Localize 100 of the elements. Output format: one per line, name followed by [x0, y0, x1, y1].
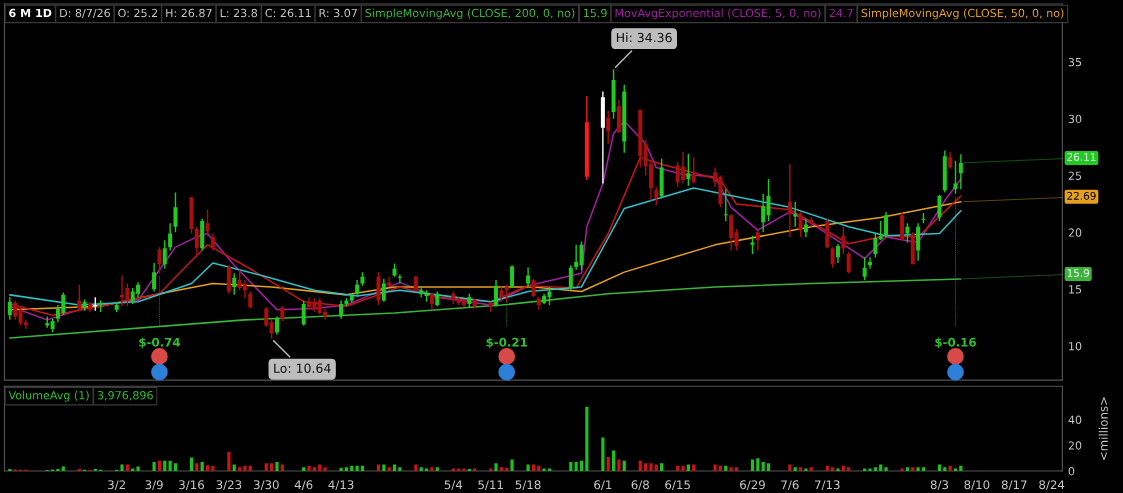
bar: [825, 465, 829, 472]
bar: [264, 463, 268, 472]
text: SimpleMovingAvg (CLOSE, 200, 0, no): [365, 8, 575, 20]
annotation: 15.9: [1067, 269, 1090, 277]
bar: [953, 468, 958, 472]
bar: [943, 467, 947, 472]
bar: [344, 467, 349, 472]
bar: [660, 463, 664, 472]
bar: [724, 465, 728, 472]
x-tick-label: 5/18: [515, 480, 541, 491]
bar: [836, 468, 840, 472]
candlestick: [579, 240, 584, 271]
bar: [189, 457, 194, 472]
x-tick-label: 7/13: [814, 480, 840, 491]
candlestick: [526, 266, 531, 288]
x-tick-label: 3/23: [216, 480, 242, 491]
bar: [948, 465, 952, 472]
bar: [644, 463, 648, 472]
bar: [585, 406, 589, 472]
bar: [350, 465, 354, 472]
x-tick-label: 6/29: [740, 480, 765, 491]
candlestick: [787, 163, 792, 238]
bar: [462, 468, 466, 472]
chart-title: 6 M 1D: [9, 8, 52, 18]
annotation: D: 8/7/26: [60, 8, 111, 19]
bar: [761, 462, 765, 472]
annotation: 3,976,896: [97, 391, 153, 401]
candlestick: [568, 264, 573, 292]
annotation: 15.9: [583, 8, 607, 18]
candlestick: [691, 156, 696, 185]
bar: [152, 462, 156, 472]
candlestick: [152, 262, 157, 293]
bar: [195, 463, 199, 472]
candlestick: [862, 256, 867, 281]
bar: [526, 464, 530, 472]
bar: [505, 467, 509, 472]
y-tick-label: 20: [1068, 441, 1082, 450]
bar: [868, 468, 872, 472]
bar: [638, 460, 642, 472]
annotation: $-0.74: [139, 337, 181, 349]
candlestick: [274, 315, 279, 336]
bar: [959, 465, 963, 472]
bar: [547, 468, 552, 472]
text: SimpleMovingAvg (CLOSE, 50, 0, no): [861, 8, 1064, 20]
bar: [120, 464, 124, 472]
bar: [451, 468, 455, 472]
bar: [499, 467, 503, 472]
candlestick: [205, 208, 210, 237]
annotation: C: 26.11: [265, 8, 311, 18]
bar: [131, 468, 135, 472]
bar: [398, 467, 402, 472]
bar: [574, 462, 578, 472]
text: MovAvgExponential (CLOSE, 5, 0, no): [615, 8, 821, 20]
candlestick: [937, 194, 942, 222]
candlestick: [884, 211, 889, 238]
bar: [473, 468, 477, 472]
x-tick-label: 8/24: [1039, 480, 1065, 491]
candlestick: [729, 213, 734, 252]
x-tick-label: 6/15: [665, 480, 690, 491]
bar: [323, 467, 327, 472]
candlestick: [916, 222, 921, 262]
y-tick-label: 0: [1068, 466, 1075, 476]
bar: [205, 465, 210, 472]
bar: [494, 463, 498, 472]
bar: [419, 467, 423, 472]
bar: [510, 459, 514, 472]
x-tick-label: 4/6: [294, 480, 313, 491]
x-tick-label: 5/11: [478, 480, 503, 491]
bar: [489, 468, 493, 472]
candlestick: [232, 272, 237, 296]
bar: [611, 450, 616, 472]
candlestick: [494, 279, 499, 307]
bar: [173, 463, 178, 472]
bar: [766, 463, 771, 472]
x-tick-label: 6/1: [594, 480, 612, 491]
candlestick: [264, 306, 269, 328]
candlestick: [574, 244, 579, 271]
x-tick-label: 3/9: [145, 480, 163, 491]
x-tick-label: 3/16: [179, 480, 204, 491]
bar: [136, 466, 140, 472]
candlestick: [846, 250, 851, 274]
bar: [360, 465, 365, 472]
bar: [681, 465, 685, 472]
candlestick: [900, 212, 905, 242]
bar: [718, 465, 723, 472]
bar: [430, 467, 434, 472]
annotation: R: 3.07: [319, 8, 357, 18]
x-tick-label: 8/17: [1001, 480, 1027, 491]
x-tick-label: 8/3: [930, 480, 949, 491]
x-tick-label: 7/6: [781, 480, 799, 491]
candlestick: [835, 243, 840, 264]
candlestick: [958, 153, 963, 190]
annotation: H: 26.87: [166, 8, 212, 18]
candlestick: [654, 186, 659, 206]
bar: [339, 467, 343, 472]
bar: [831, 467, 835, 472]
bar: [676, 465, 680, 472]
y-tick-label: 25: [1068, 171, 1082, 180]
bar: [900, 468, 904, 472]
x-tick-label: 5/4: [444, 480, 463, 491]
